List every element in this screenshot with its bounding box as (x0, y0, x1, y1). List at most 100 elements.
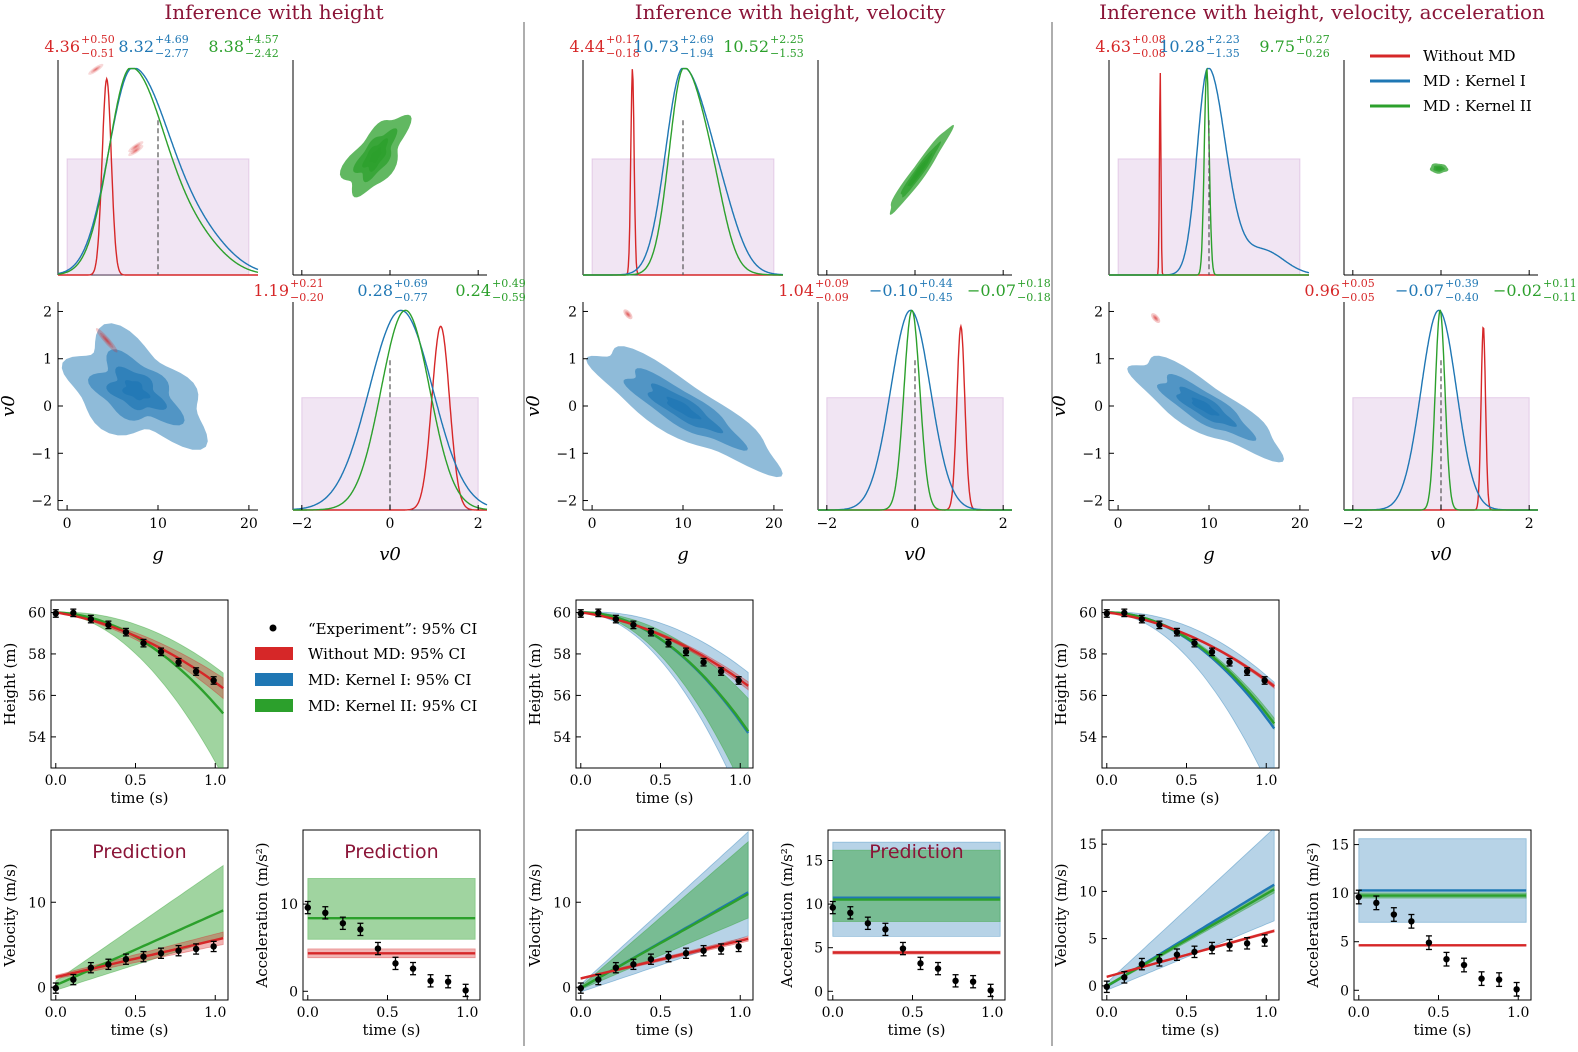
height-3-point-7 (1226, 659, 1233, 666)
acceleration-3-point-3 (1408, 918, 1415, 925)
legend-mid: “Experiment”: 95% CI Without MD: 95% CI … (255, 620, 477, 715)
height-3-point-9 (1261, 677, 1268, 684)
v0-marginal-1-curve-green (293, 309, 488, 511)
joint-blue-xtick-label-2-1: 10 (674, 516, 692, 532)
joint-red-blob-1-level-0 (88, 63, 104, 75)
v0-estimate-3-minus-green: −0.11 (1543, 291, 1577, 304)
height-3-point-6 (1208, 648, 1216, 656)
charts-root: 4.36 +0.50−0.51 8.32 +4.69−2.77 8.38 +4.57−2.… (0, 33, 1577, 1039)
v0-marginal-xtick-label-2-1: 0 (911, 516, 920, 532)
g-estimate-2-plus-blue: +2.69 (680, 33, 714, 46)
acceleration-2-ytick-label-2: 10 (805, 897, 823, 913)
height-1-point-2 (87, 615, 95, 623)
velocity-2-ytick-label-0: 0 (562, 980, 571, 996)
velocity-2-point-9 (735, 943, 742, 950)
joint-blue-ytick-label-1-0: −2 (31, 494, 52, 510)
acceleration-1-plot-area (304, 878, 476, 998)
g-estimate-1-minus-red: −0.51 (81, 47, 115, 60)
v0-estimate-2-plus-blue: +0.44 (919, 277, 953, 290)
velocity-1-xlabel: time (s) (110, 1021, 168, 1039)
velocity-1-point-0 (52, 984, 59, 992)
height-3-ytick-label-2: 58 (1079, 647, 1097, 663)
v0-axis-label-bottom-2: v0 (904, 544, 926, 565)
v0-estimate-1-plus-blue: +0.69 (394, 277, 428, 290)
joint-red2-blob-2-level-1 (625, 311, 631, 318)
g-axis-label-2: g (677, 544, 689, 565)
joint-red2-blob-3-level-3 (1154, 317, 1157, 319)
v0-marginal-xtick-label-2-0: −2 (816, 516, 837, 532)
height-2-point-2 (612, 615, 620, 623)
height-2-point-7 (700, 659, 707, 666)
velocity-3-point-0 (1103, 983, 1110, 990)
acceleration-3-ytick-label-2: 10 (1331, 886, 1349, 902)
acceleration-2-point-0 (829, 904, 836, 911)
v0-marginal-3-curve-green (1344, 309, 1538, 511)
column-title-3: Inference with height, velocity, acceler… (1099, 0, 1545, 24)
height-3-ytick-label-3: 60 (1079, 605, 1097, 621)
height-1-band-green (55, 611, 224, 768)
height-2-point-6 (682, 648, 690, 656)
v0-marginal-xtick-label-1-1: 0 (386, 516, 395, 532)
velocity-3-point-5 (1191, 948, 1198, 956)
height-2-line-red (580, 611, 749, 687)
acceleration-1-point-0 (304, 904, 311, 911)
height-2-frame (575, 599, 754, 769)
g-axis-label-1: g (152, 544, 164, 565)
v0-marginal-panel-3: −2 0 2 v0 0.96 +0.05−0.05 −0.07 +0.39−0.40 −0.02… (1304, 277, 1576, 565)
v0-estimate-3-plus-blue: +0.39 (1445, 277, 1479, 290)
velocity-1-xtick-label-0: 0.0 (45, 1005, 67, 1021)
joint-red-blob-2-level-2 (132, 144, 139, 149)
acceleration-3-point-7 (1478, 975, 1485, 982)
joint-blue-ytick-label-2-4: 2 (568, 304, 577, 320)
joint-blue-blob-2-level-3 (666, 396, 702, 420)
acceleration-2-point-1 (847, 909, 854, 917)
velocity-2-frame (575, 829, 754, 1001)
height-2-ytick-label-3: 60 (553, 605, 571, 621)
g-estimate-2-value-red: 4.44 (569, 37, 605, 56)
joint-blue-ytick-label-1-1: −1 (31, 446, 52, 462)
height-1-point-1 (70, 609, 77, 617)
g-marginal-1-curve-blue (57, 67, 259, 275)
legend-mid-label-red: Without MD: 95% CI (308, 645, 466, 663)
velocity-3-frame (1101, 829, 1280, 1001)
v0-estimate-2-value-red: 1.04 (778, 281, 814, 300)
v0-estimate-3-minus-red: −0.05 (1341, 291, 1375, 304)
velocity-3-ytick-label-1: 5 (1088, 932, 1097, 948)
velocity-2-line-red (580, 937, 749, 980)
joint-red-blob-1-level-3 (94, 68, 98, 71)
acceleration-1-point-7 (427, 977, 434, 985)
acceleration-3-xlabel: time (s) (1413, 1021, 1471, 1039)
height-3-point-8 (1243, 668, 1251, 675)
g-estimate-1-value-red: 4.36 (44, 37, 80, 56)
acceleration-3-point-1 (1373, 899, 1380, 907)
acceleration-3-frame (1353, 829, 1532, 1001)
acceleration-1-point-2 (339, 920, 347, 927)
acceleration-2-point-3 (882, 926, 889, 933)
acceleration-1-xtick-label-0: 0.0 (297, 1005, 319, 1021)
acceleration-1-xtick-label-1: 0.5 (376, 1005, 398, 1021)
height-1-point-3 (105, 621, 112, 629)
joint-blue-ytick-label-3-1: −1 (1082, 446, 1103, 462)
joint-red2-blob-3-level-1 (1152, 315, 1159, 322)
velocity-1-band-green (55, 864, 224, 991)
g-estimate-2-minus-green: −1.53 (770, 47, 804, 60)
joint-blue-ytick-label-2-1: −1 (556, 446, 577, 462)
v0-estimate-3-value-green: −0.02 (1493, 281, 1542, 300)
velocity-2-point-8 (717, 945, 725, 953)
joint-green-blob-1-level-3 (369, 147, 382, 163)
height-2-line-green (580, 611, 750, 732)
v0-marginal-panel-2: −2 0 2 v0 1.04 +0.09−0.09 −0.10 +0.44−0.45 −0.07… (778, 277, 1050, 565)
acceleration-2-xtick-label-0: 0.0 (822, 1005, 844, 1021)
joint-red-blob-3-level-3 (134, 149, 138, 152)
velocity-2-point-0 (577, 984, 584, 992)
acceleration-1-prediction-label: Prediction (344, 841, 438, 863)
acceleration-2-frame (827, 829, 1006, 1001)
v0-axis-label-bottom-3: v0 (1430, 544, 1452, 565)
acceleration-2-point-2 (864, 920, 872, 927)
joint-green-blob-3-level-3 (1437, 167, 1441, 170)
velocity-3-point-9 (1261, 937, 1268, 944)
height-3-ylabel: Height (m) (1052, 643, 1070, 726)
